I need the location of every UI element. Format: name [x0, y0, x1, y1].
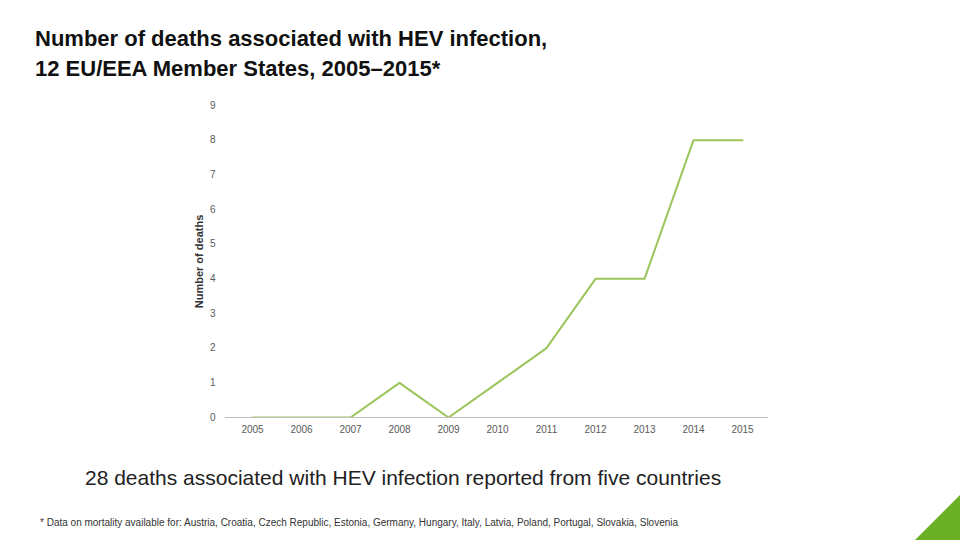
svg-text:2005: 2005: [241, 424, 264, 435]
svg-text:3: 3: [210, 308, 216, 319]
svg-text:2: 2: [210, 342, 216, 353]
svg-text:5: 5: [210, 238, 216, 249]
svg-text:2009: 2009: [437, 424, 460, 435]
svg-text:9: 9: [210, 100, 216, 111]
svg-text:2006: 2006: [290, 424, 313, 435]
svg-text:2007: 2007: [339, 424, 362, 435]
svg-text:4: 4: [210, 273, 216, 284]
svg-text:2010: 2010: [486, 424, 509, 435]
html-text:* Data on mortality available: * Data on mortality available for: Austr…: [40, 517, 679, 528]
svg-text:2011: 2011: [536, 424, 558, 435]
svg-text:0: 0: [210, 412, 216, 423]
html-text:Number of deaths associated wi: Number of deaths associated with HEV inf…: [35, 26, 548, 81]
svg-text:1: 1: [210, 377, 216, 388]
svg-text:2015: 2015: [731, 424, 754, 435]
svg-text:2008: 2008: [388, 424, 411, 435]
svg-text:7: 7: [210, 169, 216, 180]
svg-text:2014: 2014: [682, 424, 705, 435]
svg-text:Number of deaths: Number of deaths: [193, 215, 205, 309]
svg-text:2012: 2012: [584, 424, 607, 435]
svg-text:8: 8: [210, 134, 216, 145]
svg-text:2013: 2013: [633, 424, 656, 435]
html-text:28 deaths associated with HEV: 28 deaths associated with HEV infection …: [85, 466, 722, 489]
svg-text:6: 6: [210, 204, 216, 215]
